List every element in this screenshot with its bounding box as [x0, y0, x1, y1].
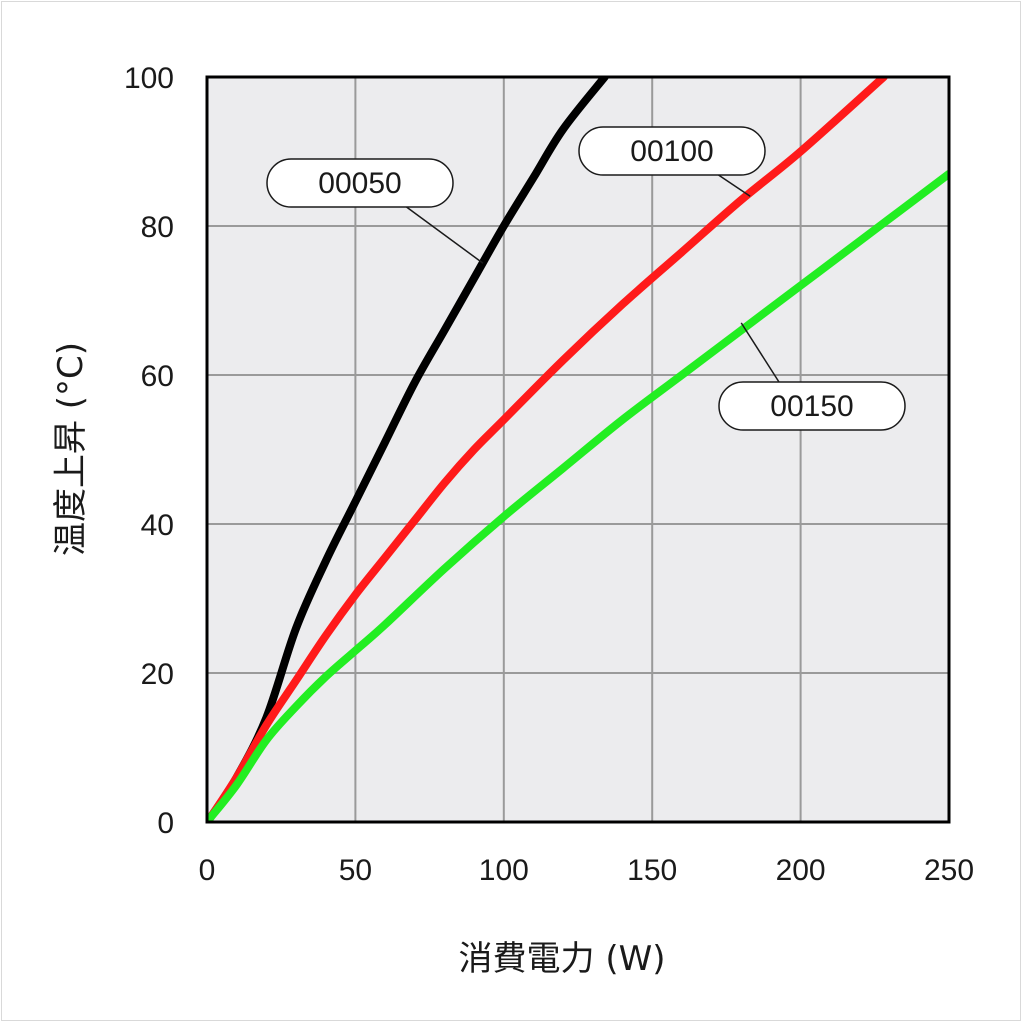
- y-tick-label: 40: [141, 509, 174, 542]
- y-tick-label: 100: [124, 62, 174, 95]
- callout-leader-00050: [406, 206, 484, 264]
- callout-leader-00100: [718, 174, 751, 197]
- y-tick-label: 80: [141, 211, 174, 244]
- x-tick-label: 200: [776, 854, 826, 887]
- y-tick-label: 20: [141, 658, 174, 691]
- x-tick-label: 0: [199, 854, 216, 887]
- callouts: 00050 00100 00150: [266, 126, 906, 431]
- callout-box-00050: [266, 158, 454, 208]
- callout-box-00100: [578, 126, 766, 176]
- series-layer: [207, 77, 949, 822]
- x-tick-labels: 0 50 100 150 200 250: [199, 854, 974, 887]
- series-line-00150: [207, 169, 949, 822]
- x-tick-label: 100: [479, 854, 529, 887]
- series-line-00050: [207, 77, 609, 822]
- callout-label-00050: 00050: [318, 167, 401, 200]
- callout-leader-00150: [740, 322, 780, 383]
- callout-label-00100: 00100: [630, 135, 713, 168]
- y-axis-label: 温度上昇 (°C): [51, 342, 91, 556]
- y-tick-label: 60: [141, 360, 174, 393]
- series-line-00100: [207, 77, 888, 822]
- x-tick-label: 150: [627, 854, 677, 887]
- x-axis-label: 消費電力 (W): [459, 939, 666, 979]
- callout-label-00150: 00150: [770, 390, 853, 423]
- y-tick-label: 0: [157, 807, 174, 840]
- y-tick-labels: 0 20 40 60 80 100: [124, 62, 174, 840]
- x-tick-label: 250: [924, 854, 974, 887]
- plot-border: [205, 75, 951, 824]
- x-tick-label: 50: [339, 854, 372, 887]
- callout-box-00150: [718, 381, 906, 431]
